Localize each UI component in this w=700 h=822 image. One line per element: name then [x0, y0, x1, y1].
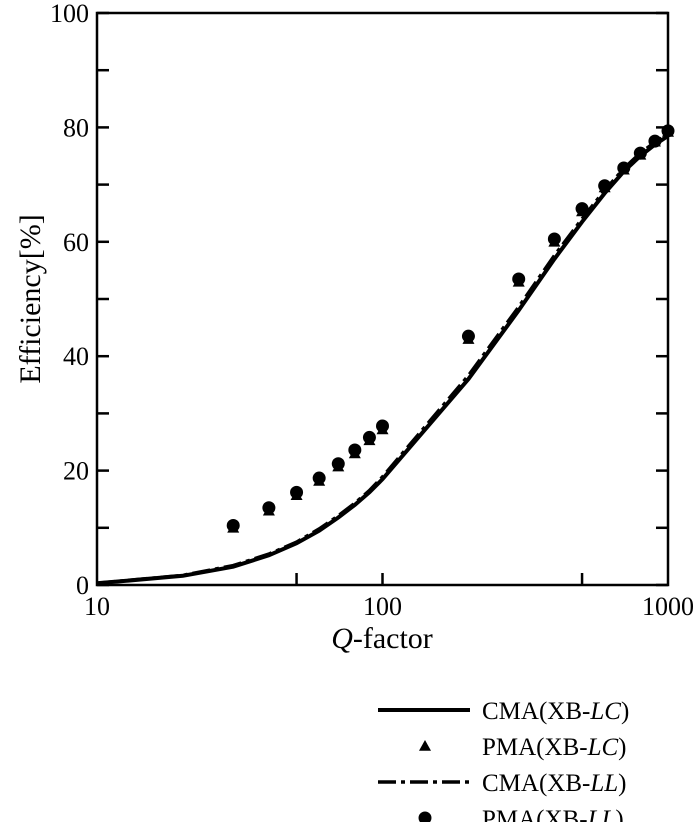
circle-point	[512, 272, 526, 286]
legend-label-prefix: PMA(XB-	[482, 734, 588, 761]
circle-point	[348, 443, 362, 457]
series-line-2	[96, 132, 669, 586]
x-axis-label-q: Q	[331, 622, 353, 655]
y-tick-label: 100	[50, 0, 89, 28]
circle-point	[376, 419, 389, 433]
legend-label-suffix: )	[615, 806, 623, 822]
legend-swatch-circle	[418, 811, 432, 822]
y-tick-label: 80	[63, 113, 89, 142]
legend-label: CMA(XB-LC)	[482, 698, 629, 725]
y-axis-label: Efficiency[%]	[14, 214, 47, 383]
circle-point	[598, 179, 612, 193]
circle-point	[617, 161, 631, 175]
x-axis-label-rest: -factor	[353, 622, 433, 655]
circle-point	[262, 501, 276, 515]
y-tick-label: 60	[63, 228, 89, 257]
x-tick-label: 100	[363, 592, 402, 621]
x-tick-label: 10	[84, 592, 110, 621]
legend-label: PMA(XB-LL)	[482, 806, 624, 822]
y-tick-label: 0	[76, 571, 89, 600]
circle-point	[312, 471, 326, 485]
legend-label-suffix: )	[621, 698, 629, 725]
circle-point	[331, 457, 345, 471]
circle-point	[648, 134, 662, 148]
legend-label: CMA(XB-LL)	[482, 770, 626, 797]
legend-label: PMA(XB-LC)	[482, 734, 627, 761]
legend-label-italic: LL	[589, 770, 618, 797]
circle-point	[575, 202, 589, 216]
legend: CMA(XB-LC)PMA(XB-LC)CMA(XB-LL)PMA(XB-LL)	[378, 698, 629, 822]
plot-frame	[95, 11, 670, 587]
legend-swatch-triangle	[419, 740, 431, 751]
legend-label-prefix: CMA(XB-	[482, 698, 590, 725]
legend-label-suffix: )	[618, 770, 626, 797]
circle-point	[633, 146, 647, 160]
legend-label-italic: LL	[587, 806, 616, 822]
circle-point	[661, 124, 675, 138]
circle-point	[290, 485, 304, 499]
legend-label-prefix: PMA(XB-	[482, 806, 588, 822]
legend-label-suffix: )	[618, 734, 626, 761]
x-tick-label: 1000	[642, 592, 694, 621]
legend-label-italic: LC	[587, 734, 619, 761]
circle-point	[362, 430, 376, 444]
circle-point	[226, 519, 240, 533]
circle-point	[547, 232, 561, 246]
circle-point	[461, 329, 475, 343]
legend-label-prefix: CMA(XB-	[482, 770, 590, 797]
legend-label-italic: LC	[589, 698, 621, 725]
y-tick-label: 20	[63, 457, 89, 486]
y-tick-label: 40	[63, 342, 89, 371]
x-axis-label: Q-factor	[331, 622, 433, 655]
